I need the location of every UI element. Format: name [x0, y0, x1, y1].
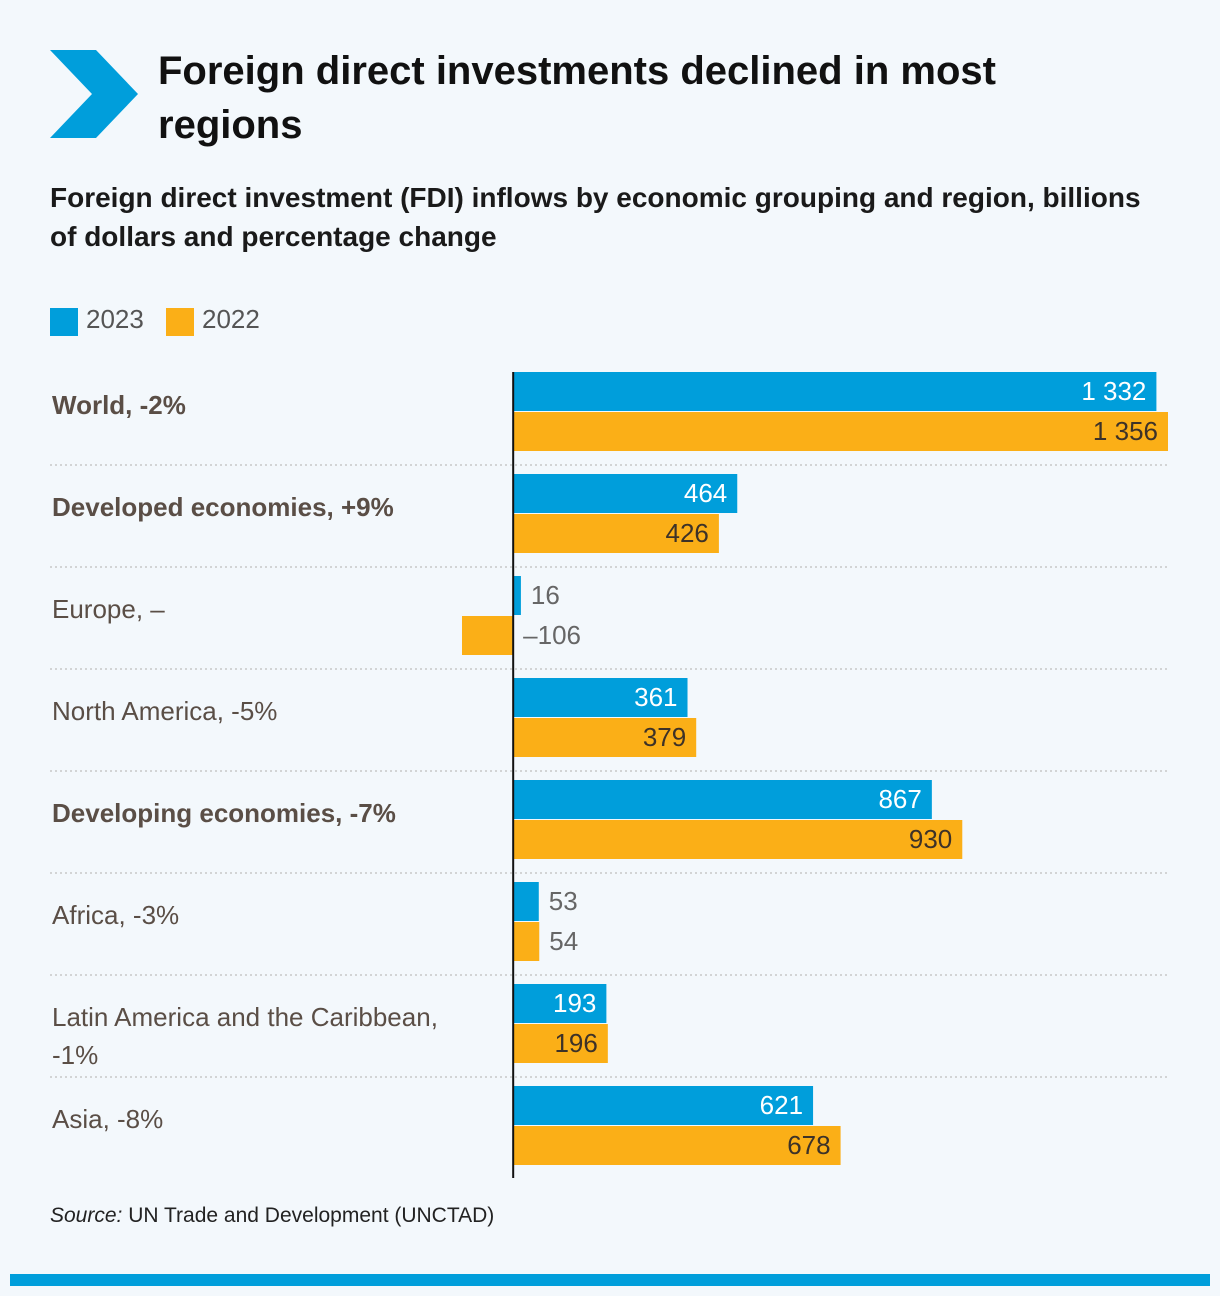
bar: [513, 922, 540, 961]
category-label: Developed economies, +9%: [52, 492, 394, 522]
bar: [513, 678, 688, 717]
category-label: North America, -5%: [52, 696, 278, 726]
legend-swatch: [50, 308, 78, 336]
bar: [513, 412, 1168, 451]
value-label: 54: [549, 926, 578, 956]
category-label: Latin America and the Caribbean, -1%: [52, 1002, 438, 1070]
value-label: 678: [787, 1130, 830, 1160]
category-label: Asia, -8%: [52, 1104, 164, 1134]
value-label: 361: [634, 682, 677, 712]
bar: [513, 1086, 814, 1125]
plot-area: 1 332 1 356 464 426 16 –106 361 379 867 930 53 54 19…: [50, 372, 1168, 1178]
legend-item: 2022: [166, 302, 260, 336]
value-label: 1 332: [1081, 376, 1146, 406]
source-label: Source:: [50, 1204, 123, 1227]
bar: [513, 474, 738, 513]
bar: [513, 514, 719, 553]
value-label: 1 356: [1093, 416, 1158, 446]
category-label: Africa, -3%: [52, 900, 180, 930]
bar: [513, 780, 932, 819]
bar: [513, 882, 539, 921]
bar: [513, 820, 963, 859]
source-text: UN Trade and Development (UNCTAD): [128, 1204, 495, 1227]
value-label: 53: [549, 886, 578, 916]
chevron-icon: [50, 50, 138, 138]
bar: [513, 1024, 608, 1063]
bar: [513, 372, 1157, 411]
value-label: 16: [531, 580, 560, 610]
category-label: Developing economies, -7%: [52, 798, 396, 828]
value-label: 193: [553, 988, 596, 1018]
value-label: –106: [523, 620, 581, 650]
bar: [513, 984, 607, 1023]
bar: [513, 718, 697, 757]
bar: [513, 1126, 841, 1165]
chart-title: Foreign direct investments declined in m…: [158, 49, 996, 147]
value-label: 930: [909, 824, 952, 854]
value-label: 426: [666, 518, 709, 548]
footer-bar: [10, 1274, 1210, 1286]
value-label: 867: [878, 784, 921, 814]
value-label: 379: [643, 722, 686, 752]
category-label: World, -2%: [52, 390, 186, 420]
bar: [513, 576, 521, 615]
value-label: 464: [684, 478, 727, 508]
bar: [462, 616, 514, 655]
value-label: 196: [554, 1028, 597, 1058]
legend-swatch: [166, 308, 194, 336]
category-label: Europe, –: [52, 594, 165, 624]
legend-item: 2023: [50, 302, 144, 336]
source: Source: UN Trade and Development (UNCTAD…: [50, 1204, 494, 1228]
value-label: 621: [760, 1090, 803, 1120]
chart-subtitle: Foreign direct investment (FDI) inflows …: [50, 182, 1141, 252]
